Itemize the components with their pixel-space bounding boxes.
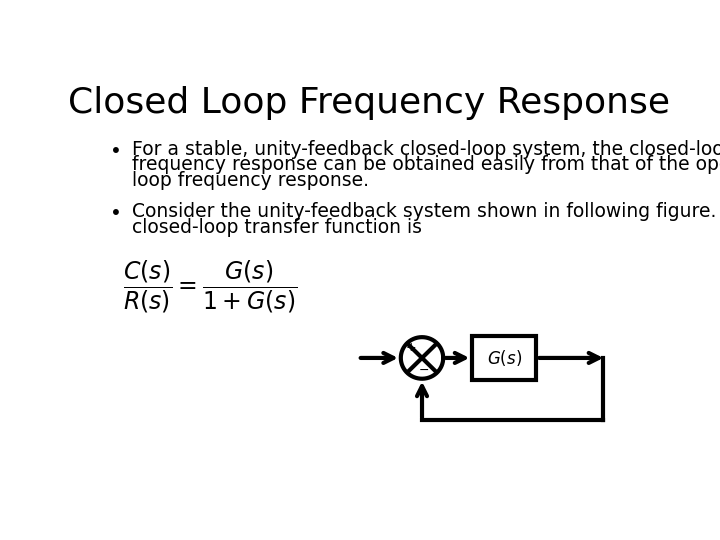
Text: frequency response can be obtained easily from that of the open: frequency response can be obtained easil… xyxy=(132,156,720,174)
Text: +: + xyxy=(405,341,416,354)
Text: closed-loop transfer function is: closed-loop transfer function is xyxy=(132,218,422,237)
Text: $\dfrac{C(s)}{R(s)} = \dfrac{G(s)}{1+G(s)}$: $\dfrac{C(s)}{R(s)} = \dfrac{G(s)}{1+G(s… xyxy=(124,259,298,315)
Text: Consider the unity-feedback system shown in following figure. The: Consider the unity-feedback system shown… xyxy=(132,202,720,221)
FancyBboxPatch shape xyxy=(472,336,536,380)
Text: $G(s)$: $G(s)$ xyxy=(487,348,522,368)
Text: −: − xyxy=(419,364,429,377)
Text: •: • xyxy=(109,141,122,161)
Text: loop frequency response.: loop frequency response. xyxy=(132,171,369,190)
Text: •: • xyxy=(109,204,122,223)
Text: For a stable, unity-feedback closed-loop system, the closed-loop: For a stable, unity-feedback closed-loop… xyxy=(132,140,720,159)
Text: Closed Loop Frequency Response: Closed Loop Frequency Response xyxy=(68,85,670,119)
